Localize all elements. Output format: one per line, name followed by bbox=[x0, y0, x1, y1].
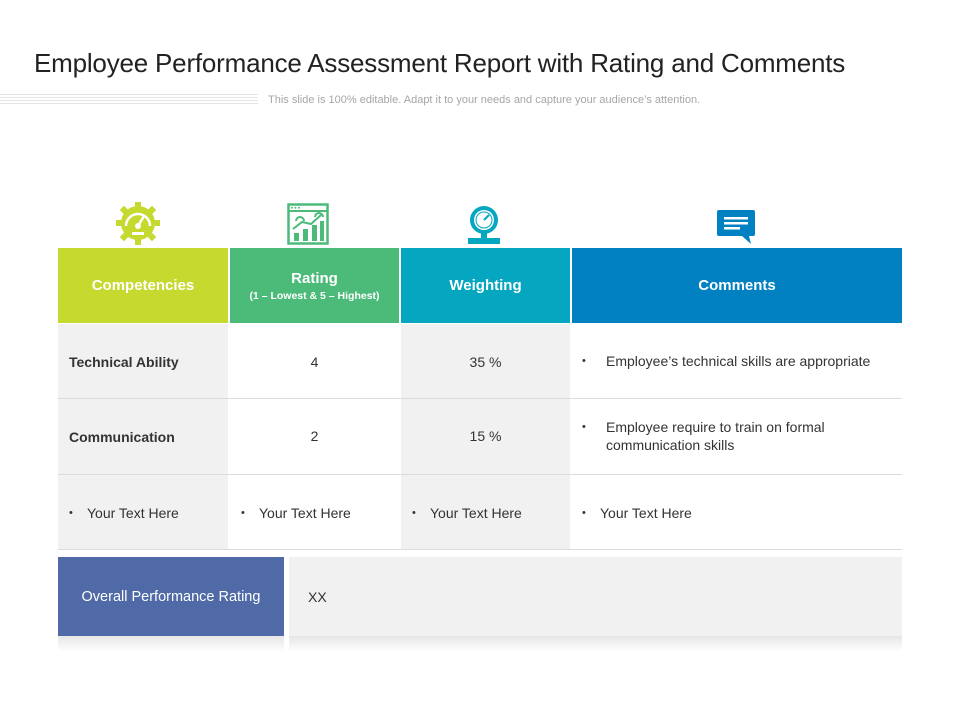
row-3-weighting: • Your Text Here bbox=[401, 475, 570, 550]
gear-gauge-icon bbox=[114, 201, 162, 247]
decorative-shadow bbox=[58, 636, 284, 652]
row-divider bbox=[58, 398, 902, 399]
row-2-weighting: 15 % bbox=[401, 399, 570, 474]
comment-text: Employee’s technical skills are appropri… bbox=[606, 353, 871, 369]
comment-text: Employee require to train on formal comm… bbox=[606, 419, 825, 453]
header-competencies: Competencies bbox=[58, 248, 228, 323]
header-weighting-label: Weighting bbox=[449, 277, 522, 294]
header-competencies-label: Competencies bbox=[91, 277, 195, 294]
placeholder-text: Your Text Here bbox=[430, 504, 522, 521]
competency-label: Technical Ability bbox=[69, 353, 179, 370]
bullet-marker: • bbox=[582, 355, 586, 367]
header-rating: Rating (1 – Lowest & 5 – Highest) bbox=[230, 248, 399, 323]
rating-value: 4 bbox=[310, 354, 319, 370]
placeholder-text: Your Text Here bbox=[87, 504, 179, 521]
overall-rating-label: Overall Performance Rating bbox=[58, 557, 284, 636]
row-1-rating: 4 bbox=[230, 324, 399, 399]
competency-label: Communication bbox=[69, 428, 175, 445]
row-3-comment: • Your Text Here bbox=[572, 475, 902, 550]
bullet-marker: • bbox=[69, 506, 73, 519]
overall-rating-value-text: XX bbox=[308, 588, 327, 605]
row-1-comment: • Employee’s technical skills are approp… bbox=[572, 324, 902, 399]
placeholder-text: Your Text Here bbox=[259, 504, 351, 521]
bullet-marker: • bbox=[412, 506, 416, 519]
weighting-value: 15 % bbox=[469, 428, 502, 444]
row-divider bbox=[58, 549, 902, 550]
bullet-marker: • bbox=[582, 421, 586, 433]
row-2-comment: • Employee require to train on formal co… bbox=[572, 399, 902, 474]
header-comments-label: Comments bbox=[698, 277, 776, 294]
row-1-competency: Technical Ability bbox=[58, 324, 228, 399]
row-divider bbox=[58, 474, 902, 475]
overall-rating-label-text: Overall Performance Rating bbox=[81, 588, 261, 605]
header-rating-scale: (1 – Lowest & 5 – Highest) bbox=[249, 289, 380, 302]
row-1-weighting: 35 % bbox=[401, 324, 570, 399]
page-title: Employee Performance Assessment Report w… bbox=[34, 48, 846, 78]
growth-chart-icon bbox=[287, 203, 329, 245]
speech-bubble-icon bbox=[716, 209, 756, 245]
weighting-value: 35 % bbox=[469, 354, 502, 370]
header-weighting: Weighting bbox=[401, 248, 570, 323]
header-rating-label: Rating bbox=[291, 269, 338, 287]
decorative-shadow bbox=[289, 636, 902, 652]
page-subtitle: This slide is 100% editable. Adapt it to… bbox=[268, 94, 701, 106]
row-2-competency: Communication bbox=[58, 399, 228, 474]
overall-rating-value: XX bbox=[289, 557, 902, 636]
row-3-competency: • Your Text Here bbox=[58, 475, 228, 550]
row-3-rating: • Your Text Here bbox=[230, 475, 399, 550]
decorative-lines bbox=[0, 94, 258, 106]
header-comments: Comments bbox=[572, 248, 902, 323]
bullet-marker: • bbox=[241, 506, 245, 519]
bullet-marker: • bbox=[582, 506, 586, 519]
rating-value: 2 bbox=[310, 428, 319, 444]
row-2-rating: 2 bbox=[230, 399, 399, 474]
weighing-scale-icon bbox=[465, 204, 503, 246]
placeholder-text: Your Text Here bbox=[600, 504, 692, 521]
